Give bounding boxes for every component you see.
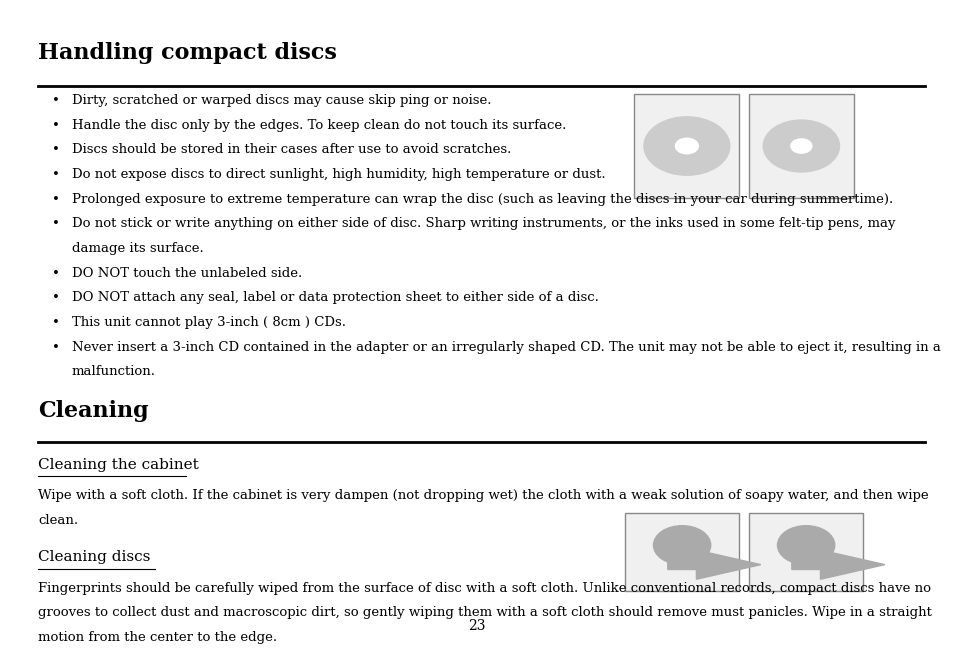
Text: •: •	[51, 168, 59, 181]
Text: motion from the center to the edge.: motion from the center to the edge.	[38, 631, 277, 644]
Text: This unit cannot play 3-inch ( 8cm ) CDs.: This unit cannot play 3-inch ( 8cm ) CDs…	[71, 316, 345, 329]
Text: DO NOT attach any seal, label or data protection sheet to either side of a disc.: DO NOT attach any seal, label or data pr…	[71, 291, 598, 304]
Text: •: •	[51, 94, 59, 107]
Text: Handling compact discs: Handling compact discs	[38, 42, 336, 64]
Text: Never insert a 3-inch CD contained in the adapter or an irregularly shaped CD. T: Never insert a 3-inch CD contained in th…	[71, 341, 940, 354]
Text: •: •	[51, 119, 59, 132]
Text: •: •	[51, 143, 59, 156]
Text: grooves to collect dust and macroscopic dirt, so gently wiping them with a soft : grooves to collect dust and macroscopic …	[38, 606, 931, 619]
Circle shape	[777, 526, 834, 565]
Text: Handle the disc only by the edges. To keep clean do not touch its surface.: Handle the disc only by the edges. To ke…	[71, 119, 565, 132]
Text: damage its surface.: damage its surface.	[71, 242, 203, 255]
Bar	[624, 513, 739, 591]
Bar	[748, 513, 862, 591]
Text: •: •	[51, 217, 59, 230]
Text: Fingerprints should be carefully wiped from the surface of disc with a soft clot: Fingerprints should be carefully wiped f…	[38, 582, 930, 594]
Text: Do not stick or write anything on either side of disc. Sharp writing instruments: Do not stick or write anything on either…	[71, 217, 894, 230]
Circle shape	[790, 139, 811, 153]
Circle shape	[653, 526, 710, 565]
Text: clean.: clean.	[38, 514, 78, 527]
Text: DO NOT touch the unlabeled side.: DO NOT touch the unlabeled side.	[71, 267, 301, 280]
Text: •: •	[51, 341, 59, 354]
Text: Wipe with a soft cloth. If the cabinet is very dampen (not dropping wet) the clo: Wipe with a soft cloth. If the cabinet i…	[38, 489, 928, 502]
FancyArrow shape	[791, 550, 884, 579]
FancyArrow shape	[667, 550, 760, 579]
Text: Cleaning the cabinet: Cleaning the cabinet	[38, 458, 199, 472]
Circle shape	[762, 120, 839, 172]
Text: •: •	[51, 316, 59, 329]
Text: •: •	[51, 291, 59, 304]
Bar	[634, 94, 739, 198]
Circle shape	[675, 138, 698, 154]
Text: Cleaning: Cleaning	[38, 400, 149, 422]
Text: Do not expose discs to direct sunlight, high humidity, high temperature or dust.: Do not expose discs to direct sunlight, …	[71, 168, 604, 181]
Text: •: •	[51, 193, 59, 206]
Text: Dirty, scratched or warped discs may cause skip ping or noise.: Dirty, scratched or warped discs may cau…	[71, 94, 491, 107]
Text: •: •	[51, 267, 59, 280]
Text: malfunction.: malfunction.	[71, 365, 155, 378]
Circle shape	[643, 117, 729, 175]
Text: Prolonged exposure to extreme temperature can wrap the disc (such as leaving the: Prolonged exposure to extreme temperatur…	[71, 193, 892, 206]
Text: 23: 23	[468, 618, 485, 633]
Text: Cleaning discs: Cleaning discs	[38, 550, 151, 565]
Text: Discs should be stored in their cases after use to avoid scratches.: Discs should be stored in their cases af…	[71, 143, 511, 156]
Bar	[748, 94, 853, 198]
